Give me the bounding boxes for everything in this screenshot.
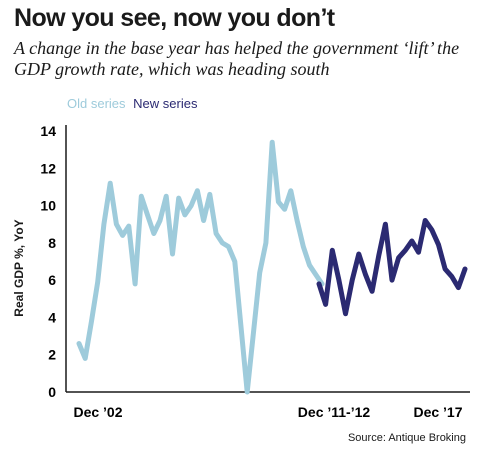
old-series-line bbox=[76, 139, 325, 395]
y-ticks: 0 2 4 6 8 10 12 14 bbox=[40, 123, 56, 400]
legend-new-series: New series bbox=[133, 96, 198, 111]
x-tick-label: Dec ’17 bbox=[413, 404, 462, 420]
legend-old-series: Old series bbox=[67, 96, 126, 111]
source-note: Source: Antique Broking bbox=[347, 432, 466, 444]
x-ticks: Dec ’02 Dec ’11-’12 Dec ’17 bbox=[73, 404, 462, 420]
y-tick-label: 6 bbox=[48, 272, 56, 288]
series-lines bbox=[76, 139, 468, 395]
y-tick-label: 2 bbox=[48, 347, 56, 363]
x-tick-label: Dec ’11-’12 bbox=[298, 404, 371, 420]
x-tick-label: Dec ’02 bbox=[73, 404, 122, 420]
y-tick-label: 4 bbox=[48, 309, 56, 325]
y-tick-label: 0 bbox=[48, 384, 56, 400]
legend: Old series New series bbox=[67, 96, 201, 111]
y-tick-label: 10 bbox=[40, 198, 56, 214]
y-tick-label: 12 bbox=[40, 160, 56, 176]
y-tick-label: 8 bbox=[48, 235, 56, 251]
y-tick-label: 14 bbox=[40, 123, 56, 139]
new-series-line bbox=[316, 218, 468, 317]
chart-title: Now you see, now you don’t bbox=[14, 4, 335, 32]
chart-subtitle: A change in the base year has helped the… bbox=[14, 38, 460, 79]
